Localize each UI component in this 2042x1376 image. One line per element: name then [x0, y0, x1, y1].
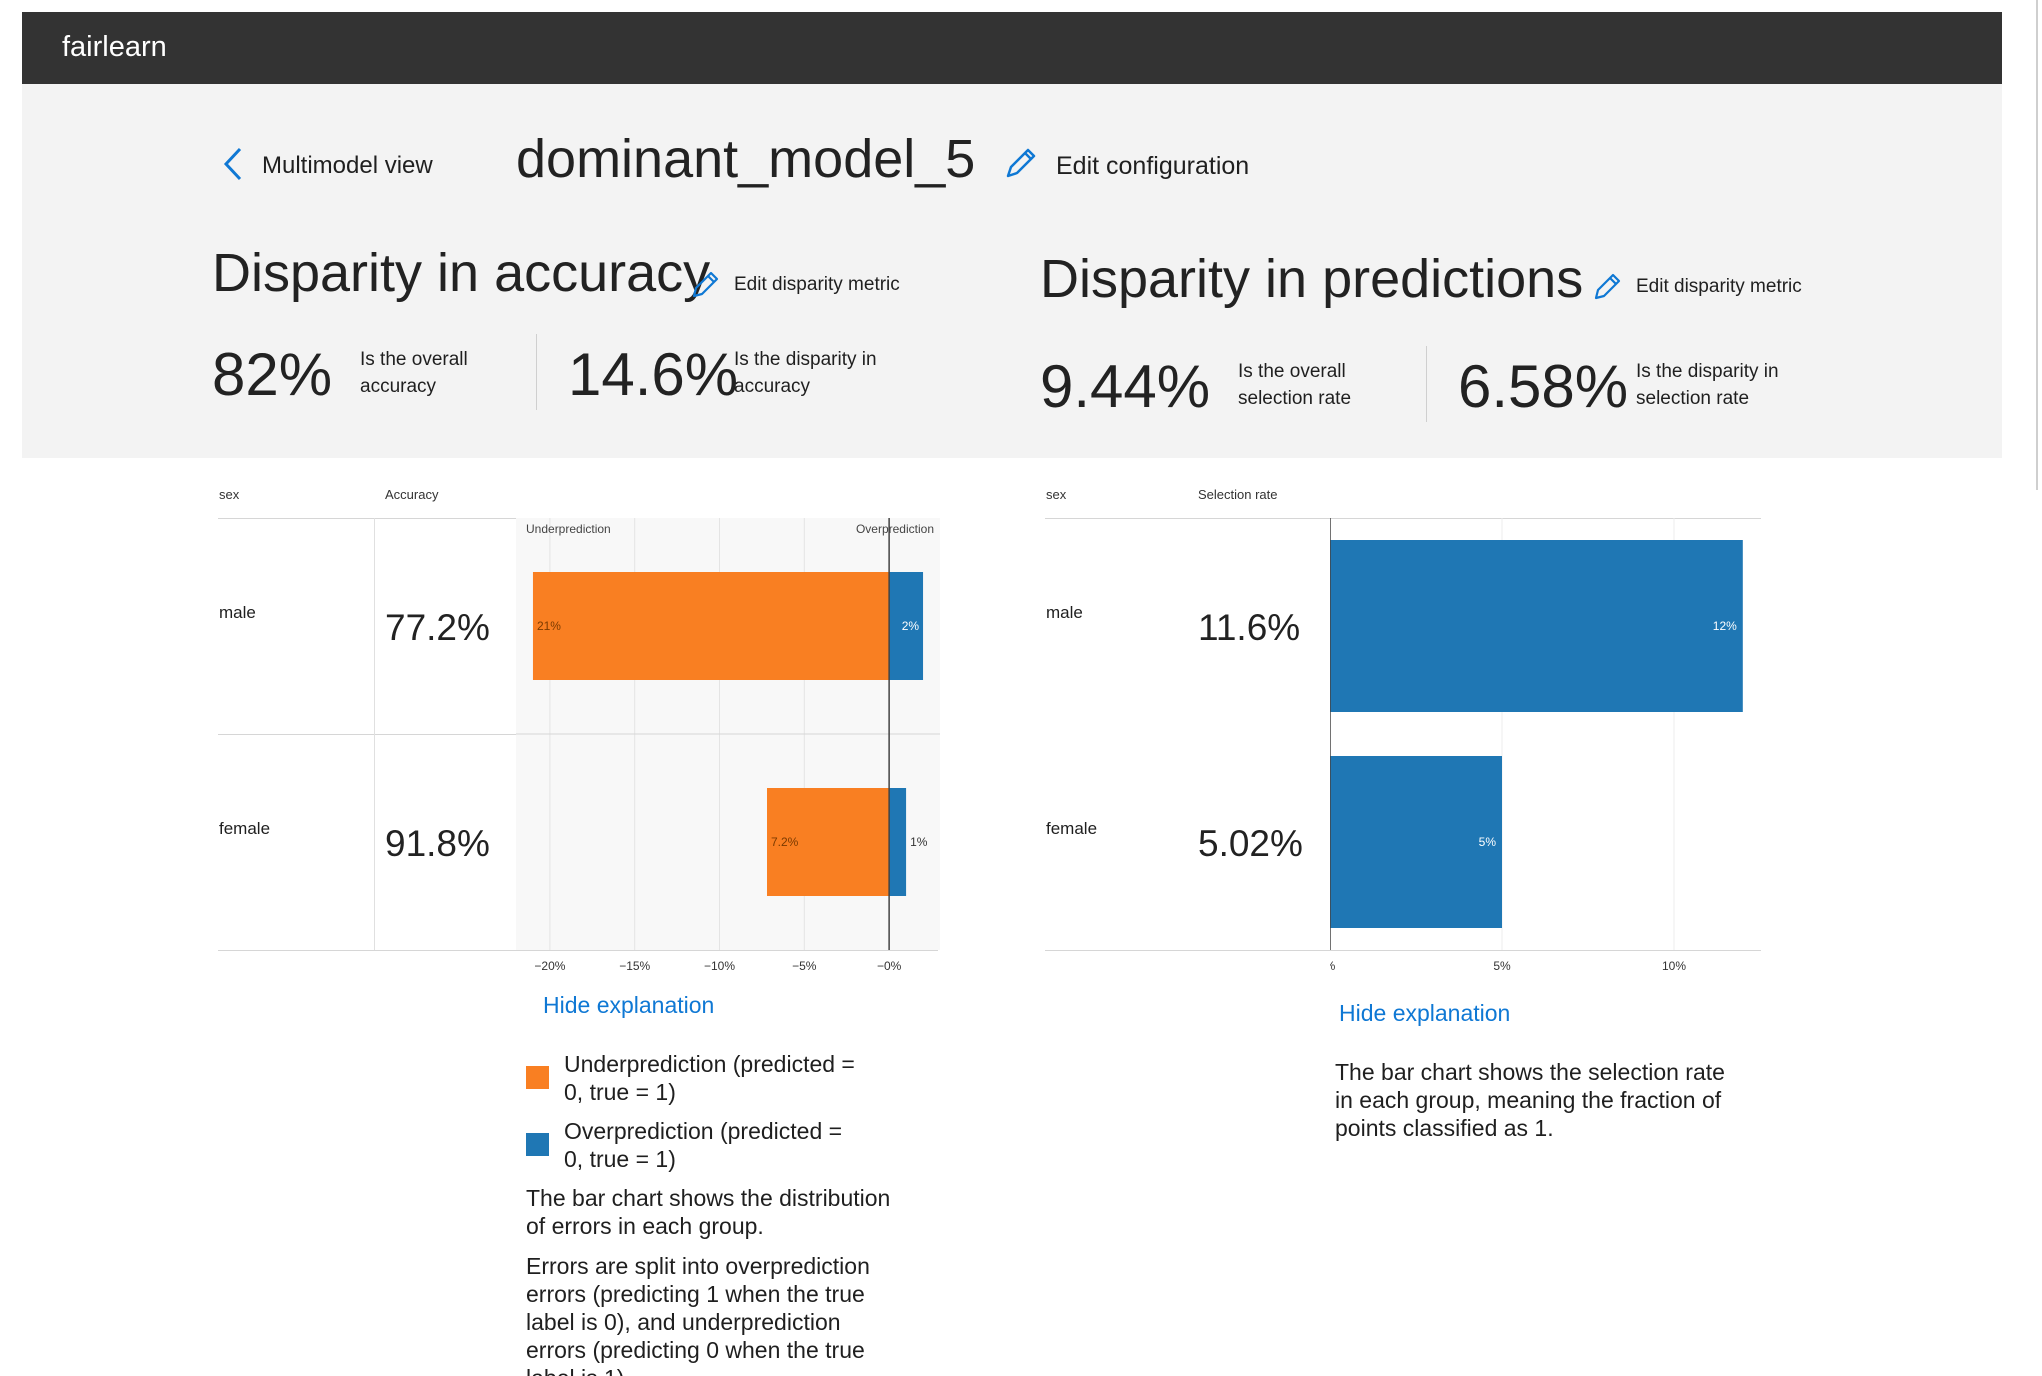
x-tick-label: %: [1330, 959, 1336, 973]
pencil-icon[interactable]: [690, 270, 720, 300]
overprediction-bar: [889, 788, 907, 896]
app-header-bar: fairlearn: [22, 12, 2002, 84]
x-tick-label: −20%: [534, 959, 565, 973]
accuracy-errors-explanation-text: Errors are split into overprediction err…: [526, 1253, 870, 1376]
group-label-female: female: [219, 819, 271, 838]
table-divider: [1045, 950, 1761, 951]
overall-selection-rate-desc: Is the overall selection rate: [1238, 361, 1352, 409]
selection-rate-data-label: 12%: [1713, 619, 1737, 633]
x-tick-label: 5%: [1493, 959, 1511, 973]
divider: [536, 334, 537, 410]
accuracy-value-female: 91.8%: [385, 823, 490, 864]
x-tick-label: −10%: [704, 959, 735, 973]
group-label-male: male: [219, 603, 256, 622]
scrollbar[interactable]: [2036, 0, 2038, 490]
overprediction-bar: [889, 572, 924, 680]
accuracy-section-title: Disparity in accuracy: [212, 243, 711, 303]
table-divider: [1045, 518, 1761, 519]
model-title: dominant_model_5: [516, 129, 976, 189]
selection-rate-data-label: 5%: [1479, 835, 1497, 849]
overprediction-header-label: Overprediction: [856, 522, 934, 536]
accuracy-disparity-value: 14.6%: [568, 341, 739, 408]
column-header-sex: sex: [219, 487, 240, 502]
edit-configuration-button[interactable]: Edit configuration: [1056, 152, 1250, 180]
accuracy-error-chart: −20% −15% −10% −5% −0% Underprediction Overpre…: [516, 518, 940, 973]
underprediction-bar: [767, 788, 890, 896]
pencil-icon[interactable]: [1592, 272, 1622, 302]
selection-rate-bar: [1330, 756, 1502, 928]
column-header-sex: sex: [1046, 487, 1067, 502]
selection-rate-value-male: 11.6%: [1198, 607, 1301, 648]
x-tick-label: −5%: [792, 959, 817, 973]
edit-predictions-metric-button[interactable]: Edit disparity metric: [1636, 276, 1802, 297]
selection-rate-disparity-value: 6.58%: [1458, 353, 1629, 420]
selection-rate-value-female: 5.02%: [1198, 823, 1303, 864]
pencil-icon[interactable]: [1002, 146, 1038, 182]
x-tick-label: 10%: [1662, 959, 1686, 973]
overprediction-data-label: 2%: [902, 619, 920, 633]
column-header-accuracy: Accuracy: [385, 487, 439, 502]
underprediction-legend-label: Underprediction (predicted = 0, true = 1…: [564, 1051, 855, 1105]
selection-rate-disparity-desc: Is the disparity in selection rate: [1636, 361, 1779, 409]
table-divider: [374, 518, 375, 950]
brand-logo: fairlearn: [62, 31, 167, 63]
predictions-section-title: Disparity in predictions: [1040, 249, 1584, 309]
accuracy-explanation-text: The bar chart shows the distribution of …: [526, 1185, 891, 1239]
overall-accuracy-value: 82%: [212, 341, 333, 408]
overall-selection-rate-value: 9.44%: [1040, 353, 1211, 420]
overprediction-legend-label: Overprediction (predicted = 0, true = 1): [564, 1118, 843, 1172]
selection-explanation-text: The bar chart shows the selection rate i…: [1335, 1059, 1725, 1141]
divider: [1426, 346, 1427, 422]
table-divider: [218, 950, 938, 951]
selection-rate-bar: [1330, 540, 1743, 712]
underprediction-swatch: [526, 1066, 549, 1089]
edit-accuracy-metric-button[interactable]: Edit disparity metric: [734, 274, 900, 295]
x-tick-label: −0%: [877, 959, 902, 973]
summary-header: Multimodel view dominant_model_5 Edit co…: [22, 84, 2002, 458]
underprediction-data-label: 7.2%: [771, 835, 799, 849]
group-label-female: female: [1046, 819, 1098, 838]
overprediction-swatch: [526, 1133, 549, 1156]
overprediction-data-label: 1%: [910, 835, 928, 849]
selection-rate-chart: % 5% 10% 12% 5%: [1330, 518, 1743, 973]
underprediction-data-label: 21%: [537, 619, 561, 633]
hide-explanation-selection-link[interactable]: Hide explanation: [1339, 1000, 1511, 1026]
hide-explanation-accuracy-link[interactable]: Hide explanation: [543, 992, 715, 1018]
chevron-left-icon[interactable]: [218, 144, 248, 184]
accuracy-value-male: 77.2%: [385, 607, 490, 648]
overall-accuracy-desc: Is the overall accuracy: [360, 349, 468, 397]
underprediction-bar: [532, 572, 890, 680]
accuracy-disparity-desc: Is the disparity in accuracy: [734, 349, 877, 397]
multimodel-view-link[interactable]: Multimodel view: [262, 152, 433, 179]
x-tick-label: −15%: [619, 959, 650, 973]
group-label-male: male: [1046, 603, 1083, 622]
underprediction-header-label: Underprediction: [526, 522, 611, 536]
column-header-selection-rate: Selection rate: [1198, 487, 1278, 502]
